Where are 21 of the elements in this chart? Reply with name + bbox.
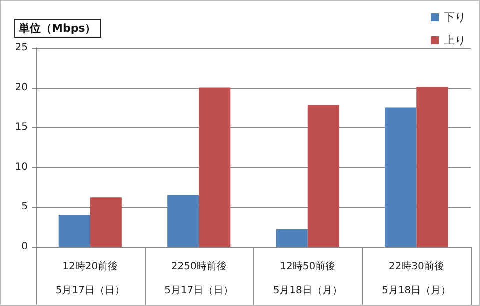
bar	[416, 87, 448, 247]
y-tick-label: 15	[15, 122, 28, 134]
legend-label: 下り	[444, 11, 466, 24]
y-tick-label: 10	[15, 162, 28, 173]
bar	[199, 88, 231, 247]
y-axis-title: 単位（Mbps）	[18, 22, 96, 35]
category-label: 22時30前後 5月18日（月）	[382, 262, 452, 296]
y-tick-label: 5	[22, 202, 28, 213]
legend-label: 上り	[444, 34, 466, 47]
y-tick-label: 0	[22, 242, 28, 252]
y-tick-label: 25	[15, 42, 28, 54]
bar	[90, 198, 122, 247]
category-label: 2250時前後 5月17日（日）	[164, 262, 234, 296]
category-label: 12時20前後 5月17日（日）	[56, 262, 125, 296]
bar	[58, 215, 90, 247]
bar	[385, 108, 417, 247]
bar	[308, 105, 340, 247]
y-tick-label: 20	[15, 82, 28, 94]
category-label: 12時50前後 5月18日（月）	[273, 262, 342, 296]
bar	[168, 195, 200, 247]
bar	[276, 229, 308, 247]
